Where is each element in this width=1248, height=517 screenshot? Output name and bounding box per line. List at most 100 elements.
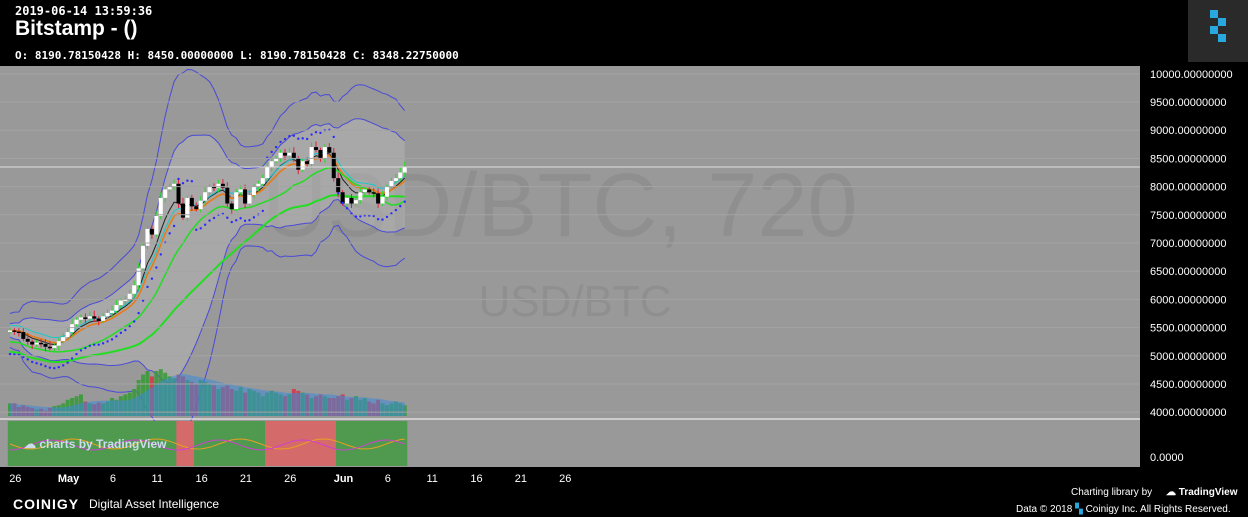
psar-dot [44,364,47,368]
brand-name[interactable]: COINIGY [13,496,80,512]
osc-regime-bar [21,421,26,466]
osc-regime-bar [167,421,173,466]
price-chart[interactable]: USD/BTC, 720 USD/BTC 10000.000000009500.… [0,66,1248,486]
psar-dot [310,133,313,136]
psar-dot [150,277,154,280]
psar-dot [124,328,127,332]
x-tick-label: May [58,473,80,485]
osc-regime-bar [176,421,182,466]
osc-regime-bar [29,421,35,466]
candle-body [110,310,115,313]
psar-dot [305,137,309,141]
chart-header: 2019-06-14 13:59:36 Bitstamp - () O: 819… [0,0,1248,66]
psar-dot [279,140,282,144]
candle-body [216,183,221,188]
y-tick-label: 9000.00000000 [1150,125,1226,137]
candle-body [12,330,17,332]
brand-tagline: Digital Asset Intelligence [89,497,220,511]
candle-body [141,245,146,269]
candle-body [167,186,172,190]
candle-body [243,189,248,204]
candle-body [25,338,30,342]
candle-body [194,206,199,210]
candle-body [309,147,314,165]
indicator-lines [9,149,406,363]
psar-dot [297,137,300,140]
pair-title: Bitstamp - () [15,17,138,40]
osc-regime-bar [211,421,217,466]
band-line-0 [9,118,406,325]
y-tick-label: 4500.00000000 [1150,379,1226,391]
psar-dot [332,135,335,139]
osc-regime-bar [38,421,44,466]
osc-regime-bar [180,421,186,466]
x-tick-label: 11 [427,473,438,485]
psar-dot [48,366,52,369]
osc-regime-bar [331,421,337,466]
osc-regime-bar [12,421,18,466]
app-logo[interactable] [1188,0,1248,62]
psar-dot [203,223,207,226]
osc-line-magenta [9,439,405,451]
osc-regime-bar [7,421,13,466]
x-axis[interactable] [0,467,1140,486]
osc-regime-bar [154,421,159,466]
osc-regime-bar [105,421,111,466]
osc-regime-bar [202,421,208,466]
candle-body [305,161,310,165]
osc-regime-bar [100,421,106,466]
candle-body [172,183,177,187]
candle-body [127,293,132,300]
osc-regime-bar [229,421,235,466]
candle-body [247,195,252,204]
osc-regime-bar [56,421,62,466]
x-tick-label: 6 [110,473,116,485]
candle-body [149,228,154,235]
candle-body [345,197,350,204]
candle-body [322,147,327,159]
osc-regime-bar [242,421,248,466]
psar-dot [35,362,38,365]
psar-dot [336,192,340,195]
charting-library-text: Charting library by [1071,487,1153,498]
osc-regime-bar [251,421,257,466]
tradingview-credit[interactable]: ☁ TradingView [1166,487,1238,498]
psar-dot [341,201,344,205]
psar-dot [66,361,69,364]
osc-regime-bar [291,421,297,466]
osc-regime-bar [296,421,301,466]
psar-dot [372,214,375,218]
volume-ma [10,374,405,416]
psar-dot [208,219,211,222]
osc-regime-bar [322,421,328,466]
candle-body [393,178,398,181]
candle-body [136,268,141,286]
candle-body [269,161,274,167]
candle-body [212,186,217,189]
psar-dot [186,179,189,182]
psar-dot [288,135,291,138]
osc-regime-bar [220,421,226,466]
osc-regime-bar [269,421,275,466]
psar-dot [354,215,358,218]
y-axis[interactable] [1140,66,1248,486]
oscillator [0,418,1140,466]
y-tick-labels: 10000.00000000 9500.00000000 9000.00000000… [0,69,1233,464]
osc-regime-bar [140,421,146,466]
candle-body [52,345,57,348]
osc-regime-bar [273,421,279,466]
osc-regime-bar [131,421,137,466]
psar-dot [146,285,149,289]
psar-dot [239,217,242,220]
psar-dot [181,182,185,185]
osc-regime-bar [78,421,84,466]
candle-body [70,324,75,333]
osc-regime-bar [74,421,80,466]
candle-body [39,342,44,345]
osc-regime-bar [171,421,177,466]
osc-regime-bar [127,421,133,466]
candle-body [367,189,372,193]
psar-dot [119,331,123,335]
osc-regime-bar [287,421,293,466]
osc-regime-bar [87,421,93,466]
